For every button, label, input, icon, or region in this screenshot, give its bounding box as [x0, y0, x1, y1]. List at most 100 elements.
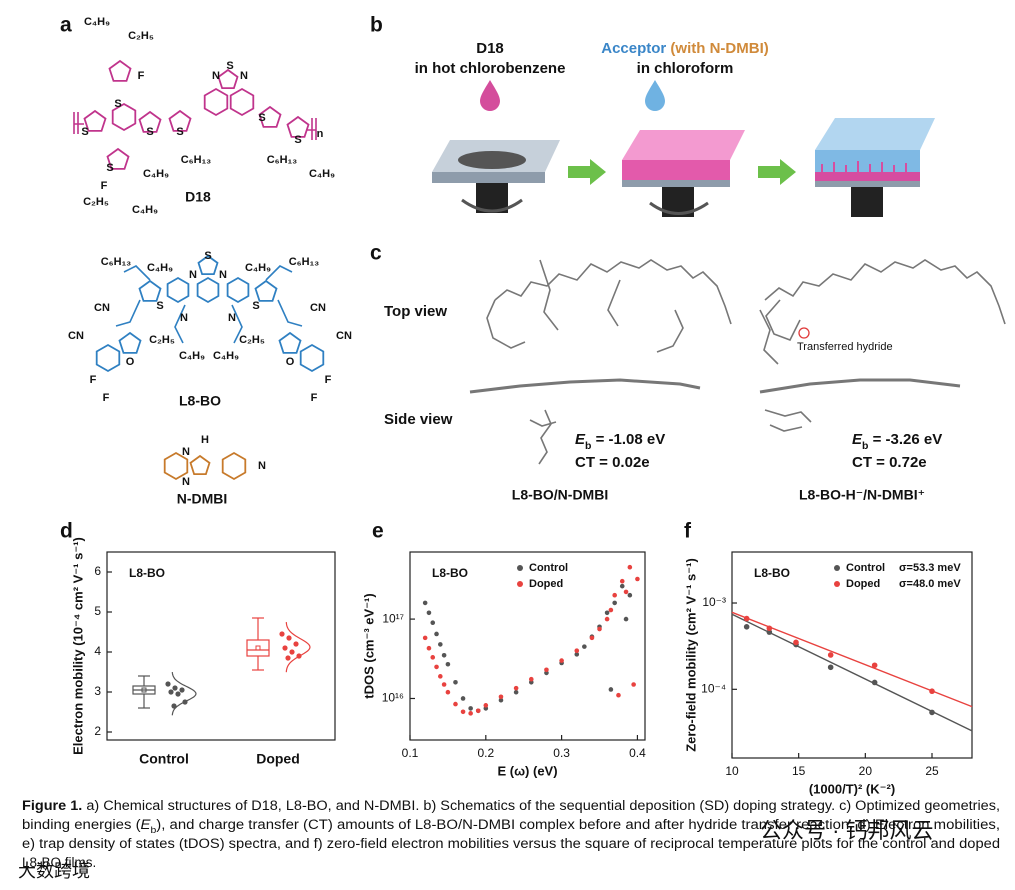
y-tick-label: 10¹⁶ — [382, 691, 404, 705]
density-curve — [285, 622, 311, 673]
donor-drop — [480, 80, 500, 111]
atom-label: F — [138, 70, 145, 82]
y-tick-label: 3 — [94, 684, 101, 698]
atom-label: S — [156, 300, 163, 312]
atom-label: C₄H₉ — [309, 168, 335, 180]
plot-frame — [106, 551, 336, 741]
panel-label: a — [60, 14, 72, 37]
data-point — [616, 692, 621, 698]
text-segment: e) trap density of states (tDOS) spectra… — [22, 836, 1000, 851]
atom-label: C₆H₁₃ — [101, 256, 132, 268]
y-tick-label: 10⁻⁴ — [701, 681, 726, 695]
atom-label: N — [228, 312, 236, 324]
panel-label: c — [370, 242, 382, 265]
watermark: 公众号 · 钙邦风云 — [760, 818, 934, 843]
ring — [286, 115, 310, 138]
panel-label: d — [60, 520, 73, 543]
data-point — [434, 664, 439, 670]
data-point — [574, 652, 580, 657]
legend-marker — [834, 581, 840, 587]
ring — [163, 451, 189, 481]
data-point — [468, 706, 473, 711]
molecule-name: L8-BO — [179, 393, 221, 409]
atom-label: F — [103, 392, 110, 404]
data-point — [635, 576, 640, 582]
molecule-side — [759, 378, 961, 394]
ring — [258, 105, 282, 128]
molecule-top — [494, 259, 732, 325]
data-point — [179, 687, 185, 693]
y-axis-label: Electron mobility (10⁻⁴ cm² V⁻¹ s⁻¹) — [70, 537, 85, 755]
molecule-side — [764, 409, 812, 432]
data-point — [743, 624, 750, 630]
data-point — [422, 635, 428, 641]
text-segment: a) Chemical structures of D18, L8-BO, an… — [82, 798, 1000, 813]
data-point — [441, 652, 447, 658]
data-point — [445, 661, 451, 667]
x-tick-label: 0.2 — [477, 746, 494, 760]
x-tick-label: 15 — [792, 764, 806, 778]
data-point — [604, 610, 610, 616]
substrate — [622, 180, 730, 187]
substrate — [815, 181, 920, 187]
data-point — [627, 592, 633, 598]
donor-film — [622, 160, 730, 180]
atom-label: C₄H₉ — [84, 16, 110, 28]
legend-sigma: σ=48.0 meV — [899, 578, 961, 590]
atom-label: C₂H₅ — [149, 334, 175, 346]
annotation: L8-BO — [432, 566, 468, 580]
data-point — [165, 681, 171, 687]
data-point — [619, 578, 625, 584]
data-point — [623, 589, 629, 595]
atom-label: C₆H₁₃ — [267, 154, 298, 166]
ring — [299, 343, 325, 373]
box — [246, 639, 270, 657]
atom-label: N — [240, 70, 248, 82]
interpenetration — [821, 161, 907, 172]
molecule-name: N-DMBI — [177, 491, 228, 507]
data-point — [612, 592, 617, 598]
acceptor-solvent: in chloroform — [637, 60, 734, 77]
atom-label: F — [325, 374, 332, 386]
step-arrow — [568, 159, 606, 185]
ring — [138, 279, 162, 302]
plot-frame — [409, 551, 646, 741]
data-point — [582, 644, 587, 649]
text-segment: L8-BO films. — [22, 855, 96, 870]
x-tick-label: 0.4 — [629, 746, 646, 760]
atom-label: S — [106, 162, 113, 174]
atom-label: S — [294, 134, 301, 146]
molecule-top — [486, 259, 684, 353]
data-point — [426, 610, 432, 616]
y-axis-label: tDOS (cm⁻³ eV⁻¹) — [361, 593, 376, 698]
spin-arrow — [461, 198, 523, 213]
data-point — [513, 689, 519, 695]
text-segment: E — [141, 817, 152, 832]
donor-label: D18 — [476, 40, 504, 57]
ring — [118, 331, 142, 354]
ring — [196, 276, 220, 304]
binding-energy: Eb = -3.26 eV — [852, 431, 942, 452]
text-segment: Acceptor — [601, 40, 666, 57]
data-point — [430, 655, 436, 660]
atom-label: S — [252, 300, 259, 312]
hydride-marker — [798, 327, 810, 339]
atom-label: CN — [310, 302, 326, 314]
y-tick-label: 6 — [94, 564, 101, 578]
atom-label: N — [180, 312, 188, 324]
x-tick-label: 25 — [925, 764, 939, 778]
data-point — [528, 676, 534, 682]
data-point — [871, 662, 878, 669]
text-segment: E — [575, 431, 586, 448]
annotation: L8-BO — [129, 566, 165, 580]
molecule-top — [764, 259, 1006, 325]
x-tick-label: Control — [139, 751, 189, 767]
atom-label: N — [189, 269, 197, 281]
charge-transfer: CT = 0.72e — [852, 454, 927, 471]
data-point — [793, 639, 799, 646]
data-point — [929, 688, 935, 695]
x-tick-label: 0.3 — [553, 746, 570, 760]
data-point — [279, 631, 285, 637]
atom-label: H — [201, 434, 209, 446]
